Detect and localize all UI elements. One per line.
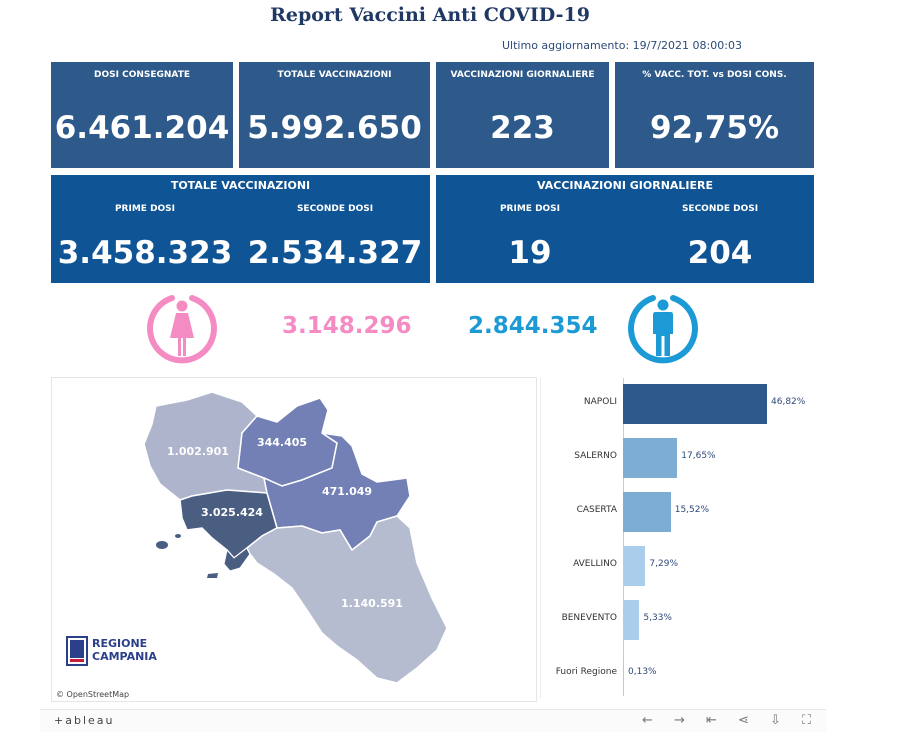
- map-island-ischia: [156, 541, 168, 549]
- bar[interactable]: [623, 384, 767, 424]
- bar-value-label: 17,65%: [681, 451, 716, 461]
- bar-category-label: BENEVENTO: [561, 613, 617, 623]
- female-count: 3.148.296: [282, 313, 412, 339]
- kpi-totale-vaccinazioni: TOTALE VACCINAZIONI 5.992.650: [239, 62, 430, 168]
- seconde-dosi-label: SECONDE DOSI: [296, 204, 374, 214]
- map-label-napoli: 3.025.424: [201, 506, 263, 519]
- male-count: 2.844.354: [468, 313, 598, 339]
- redo-icon[interactable]: →: [674, 713, 685, 728]
- bar-category-label: SALERNO: [574, 451, 617, 461]
- kpi-percent-vacc: % VACC. TOT. vs DOSI CONS. 92,75%: [615, 62, 814, 168]
- seconde-dosi-value: 2.534.327: [247, 235, 423, 271]
- map-label-benevento: 344.405: [257, 436, 307, 449]
- regione-campania-logo: REGIONE CAMPANIA: [66, 636, 166, 668]
- kpi-value: 6.461.204: [54, 110, 230, 146]
- logo-text-line1: REGIONE: [92, 637, 148, 650]
- bar-category-label: CASERTA: [576, 505, 617, 515]
- kpi-dosi-consegnate: DOSI CONSEGNATE 6.461.204: [51, 62, 233, 168]
- tableau-logo[interactable]: +ableau: [54, 714, 115, 727]
- bar-value-label: 15,52%: [674, 505, 710, 515]
- kpi-value: 92,75%: [649, 110, 780, 146]
- map-attribution[interactable]: © OpenStreetMap: [56, 690, 130, 699]
- bar-category-label: AVELLINO: [573, 559, 617, 569]
- seconde-dosi-value: 204: [687, 235, 753, 271]
- logo-text-line2: CAMPANIA: [92, 650, 157, 663]
- bar[interactable]: [623, 546, 646, 586]
- bar-category-label: Fuori Regione: [555, 667, 617, 677]
- prime-dosi-value: 19: [508, 235, 552, 271]
- bar-value-label: 0,13%: [628, 667, 657, 677]
- bar[interactable]: [623, 654, 624, 694]
- bar-value-label: 7,29%: [649, 559, 678, 569]
- bar[interactable]: [623, 438, 678, 478]
- share-icon[interactable]: ⋖: [738, 713, 749, 728]
- bar-category-label: NAPOLI: [583, 397, 617, 407]
- campania-map[interactable]: 1.002.901 344.405 471.049 3.025.424 1.14…: [51, 377, 537, 702]
- revert-icon[interactable]: ⇤: [706, 713, 717, 728]
- vaccinazioni-giornaliere-panel: VACCINAZIONI GIORNALIERE PRIME DOSI 19 S…: [436, 175, 814, 283]
- map-label-avellino: 471.049: [322, 485, 372, 498]
- map-island-capri: [207, 573, 218, 578]
- map-label-caserta: 1.002.901: [167, 445, 229, 458]
- bar[interactable]: [623, 600, 640, 640]
- female-icon: [147, 295, 217, 364]
- campania-shield-icon: [66, 636, 88, 666]
- seconde-dosi-label: SECONDE DOSI: [681, 204, 759, 214]
- map-label-salerno: 1.140.591: [341, 597, 403, 610]
- fullscreen-icon[interactable]: ⛶: [802, 713, 812, 728]
- panel-title: VACCINAZIONI GIORNALIERE: [536, 179, 714, 192]
- kpi-value: 5.992.650: [247, 110, 422, 146]
- map-island-procida: [175, 534, 181, 538]
- kpi-label: % VACC. TOT. vs DOSI CONS.: [642, 70, 787, 80]
- totale-vaccinazioni-panel: TOTALE VACCINAZIONI PRIME DOSI 3.458.323…: [51, 175, 430, 283]
- bar-value-label: 46,82%: [771, 397, 806, 407]
- kpi-label: DOSI CONSEGNATE: [94, 70, 190, 80]
- kpi-label: TOTALE VACCINAZIONI: [277, 70, 392, 80]
- prime-dosi-label: PRIME DOSI: [499, 204, 561, 214]
- kpi-value: 223: [490, 110, 555, 146]
- page-title: Report Vaccini Anti COVID-19: [270, 4, 590, 26]
- prime-dosi-value: 3.458.323: [57, 235, 233, 271]
- bar-value-label: 5,33%: [643, 613, 672, 623]
- kpi-label: VACCINAZIONI GIORNALIERE: [450, 70, 595, 80]
- male-icon: [628, 295, 698, 364]
- tableau-toolbar: +ableau ← → ⇤ ⋖ ⇩ ⛶: [40, 709, 826, 732]
- map-region-napoli-coast: [223, 547, 251, 572]
- panel-title: TOTALE VACCINAZIONI: [170, 179, 311, 192]
- last-update-text: Ultimo aggiornamento: 19/7/2021 08:00:03: [502, 39, 742, 52]
- map-region-salerno: [246, 515, 448, 684]
- province-bar-chart: [540, 378, 811, 698]
- download-icon[interactable]: ⇩: [770, 713, 781, 728]
- undo-icon[interactable]: ←: [642, 713, 653, 728]
- prime-dosi-label: PRIME DOSI: [114, 204, 176, 214]
- bar[interactable]: [623, 492, 671, 532]
- kpi-vaccinazioni-giornaliere: VACCINAZIONI GIORNALIERE 223: [436, 62, 609, 168]
